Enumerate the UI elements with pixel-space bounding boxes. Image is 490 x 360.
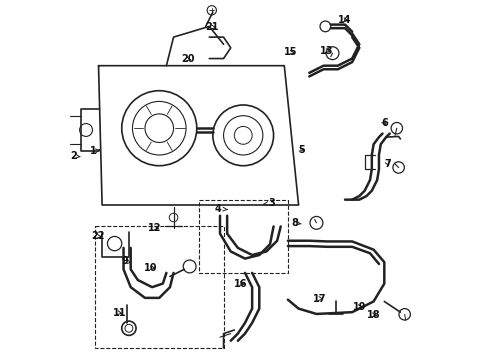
Text: 1: 1 xyxy=(90,147,99,157)
Text: 20: 20 xyxy=(181,54,195,64)
Text: 13: 13 xyxy=(319,46,333,56)
Text: 17: 17 xyxy=(313,294,326,303)
Text: 18: 18 xyxy=(367,310,380,320)
Text: 11: 11 xyxy=(113,308,126,318)
Text: 9: 9 xyxy=(122,256,131,266)
Text: 7: 7 xyxy=(385,159,391,169)
Text: 21: 21 xyxy=(205,22,219,32)
Text: 15: 15 xyxy=(284,48,297,58)
Text: 10: 10 xyxy=(144,262,157,273)
Text: 5: 5 xyxy=(298,145,305,155)
Text: 6: 6 xyxy=(381,118,388,128)
Text: 14: 14 xyxy=(338,15,352,25)
Text: 16: 16 xyxy=(234,279,247,289)
Text: 8: 8 xyxy=(292,218,301,228)
Text: 4: 4 xyxy=(215,203,227,213)
Text: 22: 22 xyxy=(91,231,104,242)
Text: 2: 2 xyxy=(70,151,80,161)
Text: 3: 3 xyxy=(263,198,275,208)
Text: 12: 12 xyxy=(148,223,162,233)
Text: 19: 19 xyxy=(353,302,366,312)
